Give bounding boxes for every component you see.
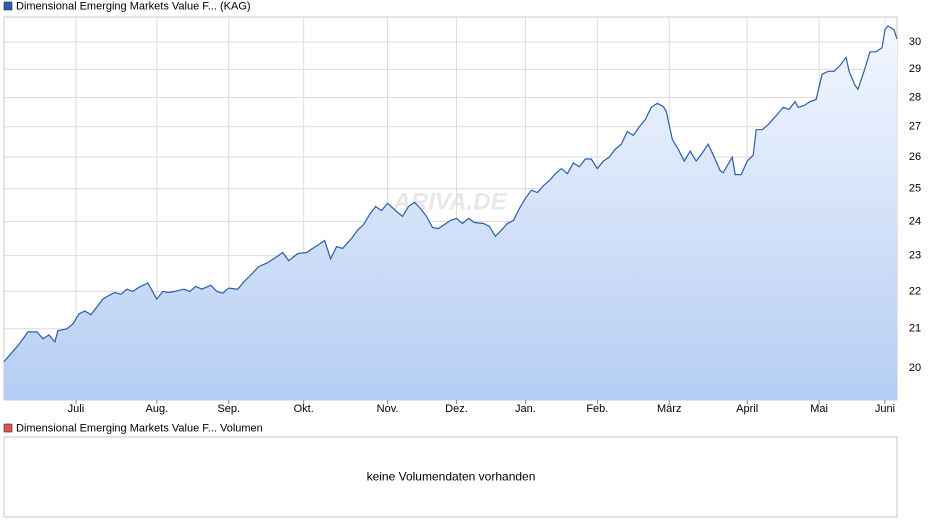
line [3,25,898,362]
y-tick-label: 23 [909,250,921,262]
y-tick-label: 24 [909,215,921,227]
x-tick-label: Feb. [586,403,608,415]
y-tick-label: 28 [909,91,921,103]
y-tick-label: 22 [909,285,921,297]
y-tick-label: 20 [909,362,921,374]
volume-legend-swatch [3,423,13,433]
y-tick-label: 27 [909,121,921,133]
volume-message: keine Volumendaten vorhanden [367,470,536,484]
x-tick-label: Aug. [146,403,169,415]
area [4,25,897,401]
legend-label: Dimensional Emerging Markets Value F... … [16,0,251,12]
x-tick-label: Dez. [445,403,468,415]
x-tick-label: Okt. [294,403,314,415]
legend-swatch [3,1,13,11]
y-tick-label: 30 [909,36,921,48]
y-tick-label: 21 [909,323,921,335]
x-tick-label: Jan. [515,403,536,415]
x-tick-label: Juli [68,403,85,415]
volume-legend-label: Dimensional Emerging Markets Value F... … [16,422,263,434]
y-tick-label: 26 [909,151,921,163]
x-tick-label: Mai [810,403,828,415]
x-tick-label: Nov. [377,403,399,415]
x-tick-label: Sep. [217,403,240,415]
y-tick-label: 29 [909,63,921,75]
x-tick-label: Juni [875,403,895,415]
x-tick-label: April [736,403,758,415]
volume-panel [3,436,898,518]
y-tick-label: 25 [909,183,921,195]
x-tick-label: März [657,403,681,415]
